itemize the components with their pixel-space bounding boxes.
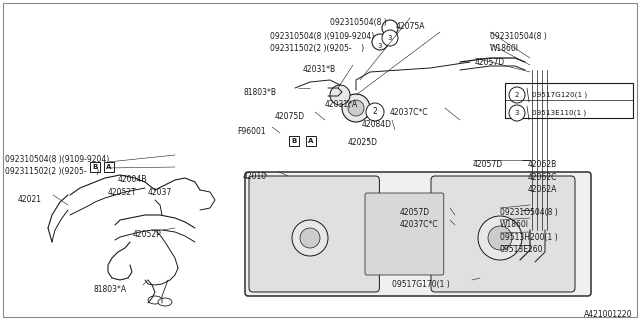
Text: 81803*B: 81803*B [243, 88, 276, 97]
Text: 42057D: 42057D [475, 58, 505, 67]
Circle shape [488, 226, 512, 250]
Text: 81803*A: 81803*A [93, 285, 126, 294]
Text: 3: 3 [515, 110, 519, 116]
Circle shape [366, 103, 384, 121]
Bar [104, 162, 114, 172]
Text: 42037: 42037 [148, 188, 172, 197]
Text: F96001: F96001 [237, 127, 266, 136]
Text: 42062B: 42062B [528, 160, 557, 169]
Text: 3: 3 [378, 43, 382, 49]
Circle shape [372, 34, 388, 50]
Text: 42084D: 42084D [362, 120, 392, 129]
Text: W1860I: W1860I [490, 44, 519, 53]
Text: 09231O504(8 ): 09231O504(8 ) [500, 208, 557, 217]
Text: 092310504(8 ): 092310504(8 ) [490, 32, 547, 41]
Text: 092310504(8 ): 092310504(8 ) [330, 18, 387, 27]
Ellipse shape [158, 298, 172, 306]
Circle shape [509, 105, 525, 121]
Bar [306, 136, 316, 146]
Text: 09513E110(1 ): 09513E110(1 ) [532, 110, 586, 116]
Text: 42037C*C: 42037C*C [390, 108, 429, 117]
Circle shape [509, 87, 525, 103]
Bar [289, 136, 299, 146]
FancyBboxPatch shape [431, 176, 575, 292]
Circle shape [330, 85, 350, 105]
Bar [505, 83, 633, 118]
Text: 092310504(8 )(9109-9204): 092310504(8 )(9109-9204) [270, 32, 374, 41]
Text: A421001220: A421001220 [584, 310, 632, 319]
Text: 42021: 42021 [18, 195, 42, 204]
Circle shape [342, 94, 370, 122]
Text: 42004B: 42004B [118, 175, 147, 184]
Text: 42031*A: 42031*A [325, 100, 358, 109]
Text: A: A [308, 138, 314, 144]
Text: 42025D: 42025D [348, 138, 378, 147]
Ellipse shape [148, 296, 162, 304]
Text: 42037C*C: 42037C*C [400, 220, 438, 229]
Circle shape [382, 30, 398, 46]
Text: 09513H200(1 ): 09513H200(1 ) [500, 233, 557, 242]
FancyBboxPatch shape [365, 193, 444, 275]
Circle shape [382, 20, 398, 36]
Text: 42075A: 42075A [396, 22, 426, 31]
Text: 42052T: 42052T [108, 188, 137, 197]
Text: W1860I: W1860I [500, 220, 529, 229]
Text: B: B [291, 138, 296, 144]
Text: 3: 3 [388, 35, 392, 41]
Text: 42031*B: 42031*B [303, 65, 336, 74]
Text: 42010: 42010 [243, 172, 267, 181]
Circle shape [292, 220, 328, 256]
Text: 2: 2 [372, 108, 378, 116]
FancyBboxPatch shape [249, 176, 380, 292]
Text: 092310504(8 )(9109-9204): 092310504(8 )(9109-9204) [5, 155, 109, 164]
Text: 42062C: 42062C [528, 173, 557, 182]
Circle shape [348, 100, 364, 116]
Bar [90, 162, 100, 172]
Text: 2: 2 [515, 92, 519, 98]
Text: 092311502(2 )(9205-    ): 092311502(2 )(9205- ) [270, 44, 364, 53]
Text: 42052P: 42052P [133, 230, 162, 239]
Text: 09517G120(1 ): 09517G120(1 ) [532, 92, 587, 99]
Text: B: B [92, 164, 98, 170]
Text: 42075D: 42075D [275, 112, 305, 121]
Circle shape [300, 228, 320, 248]
Text: 42057D: 42057D [400, 208, 430, 217]
FancyBboxPatch shape [245, 172, 591, 296]
Text: 42057D: 42057D [473, 160, 503, 169]
Text: A: A [106, 164, 112, 170]
Text: 09513E260: 09513E260 [500, 245, 543, 254]
Circle shape [478, 216, 522, 260]
Text: 42062A: 42062A [528, 185, 557, 194]
Text: 092311502(2 )(9205-    ): 092311502(2 )(9205- ) [5, 167, 99, 176]
Text: 09517G170(1 ): 09517G170(1 ) [392, 280, 450, 289]
